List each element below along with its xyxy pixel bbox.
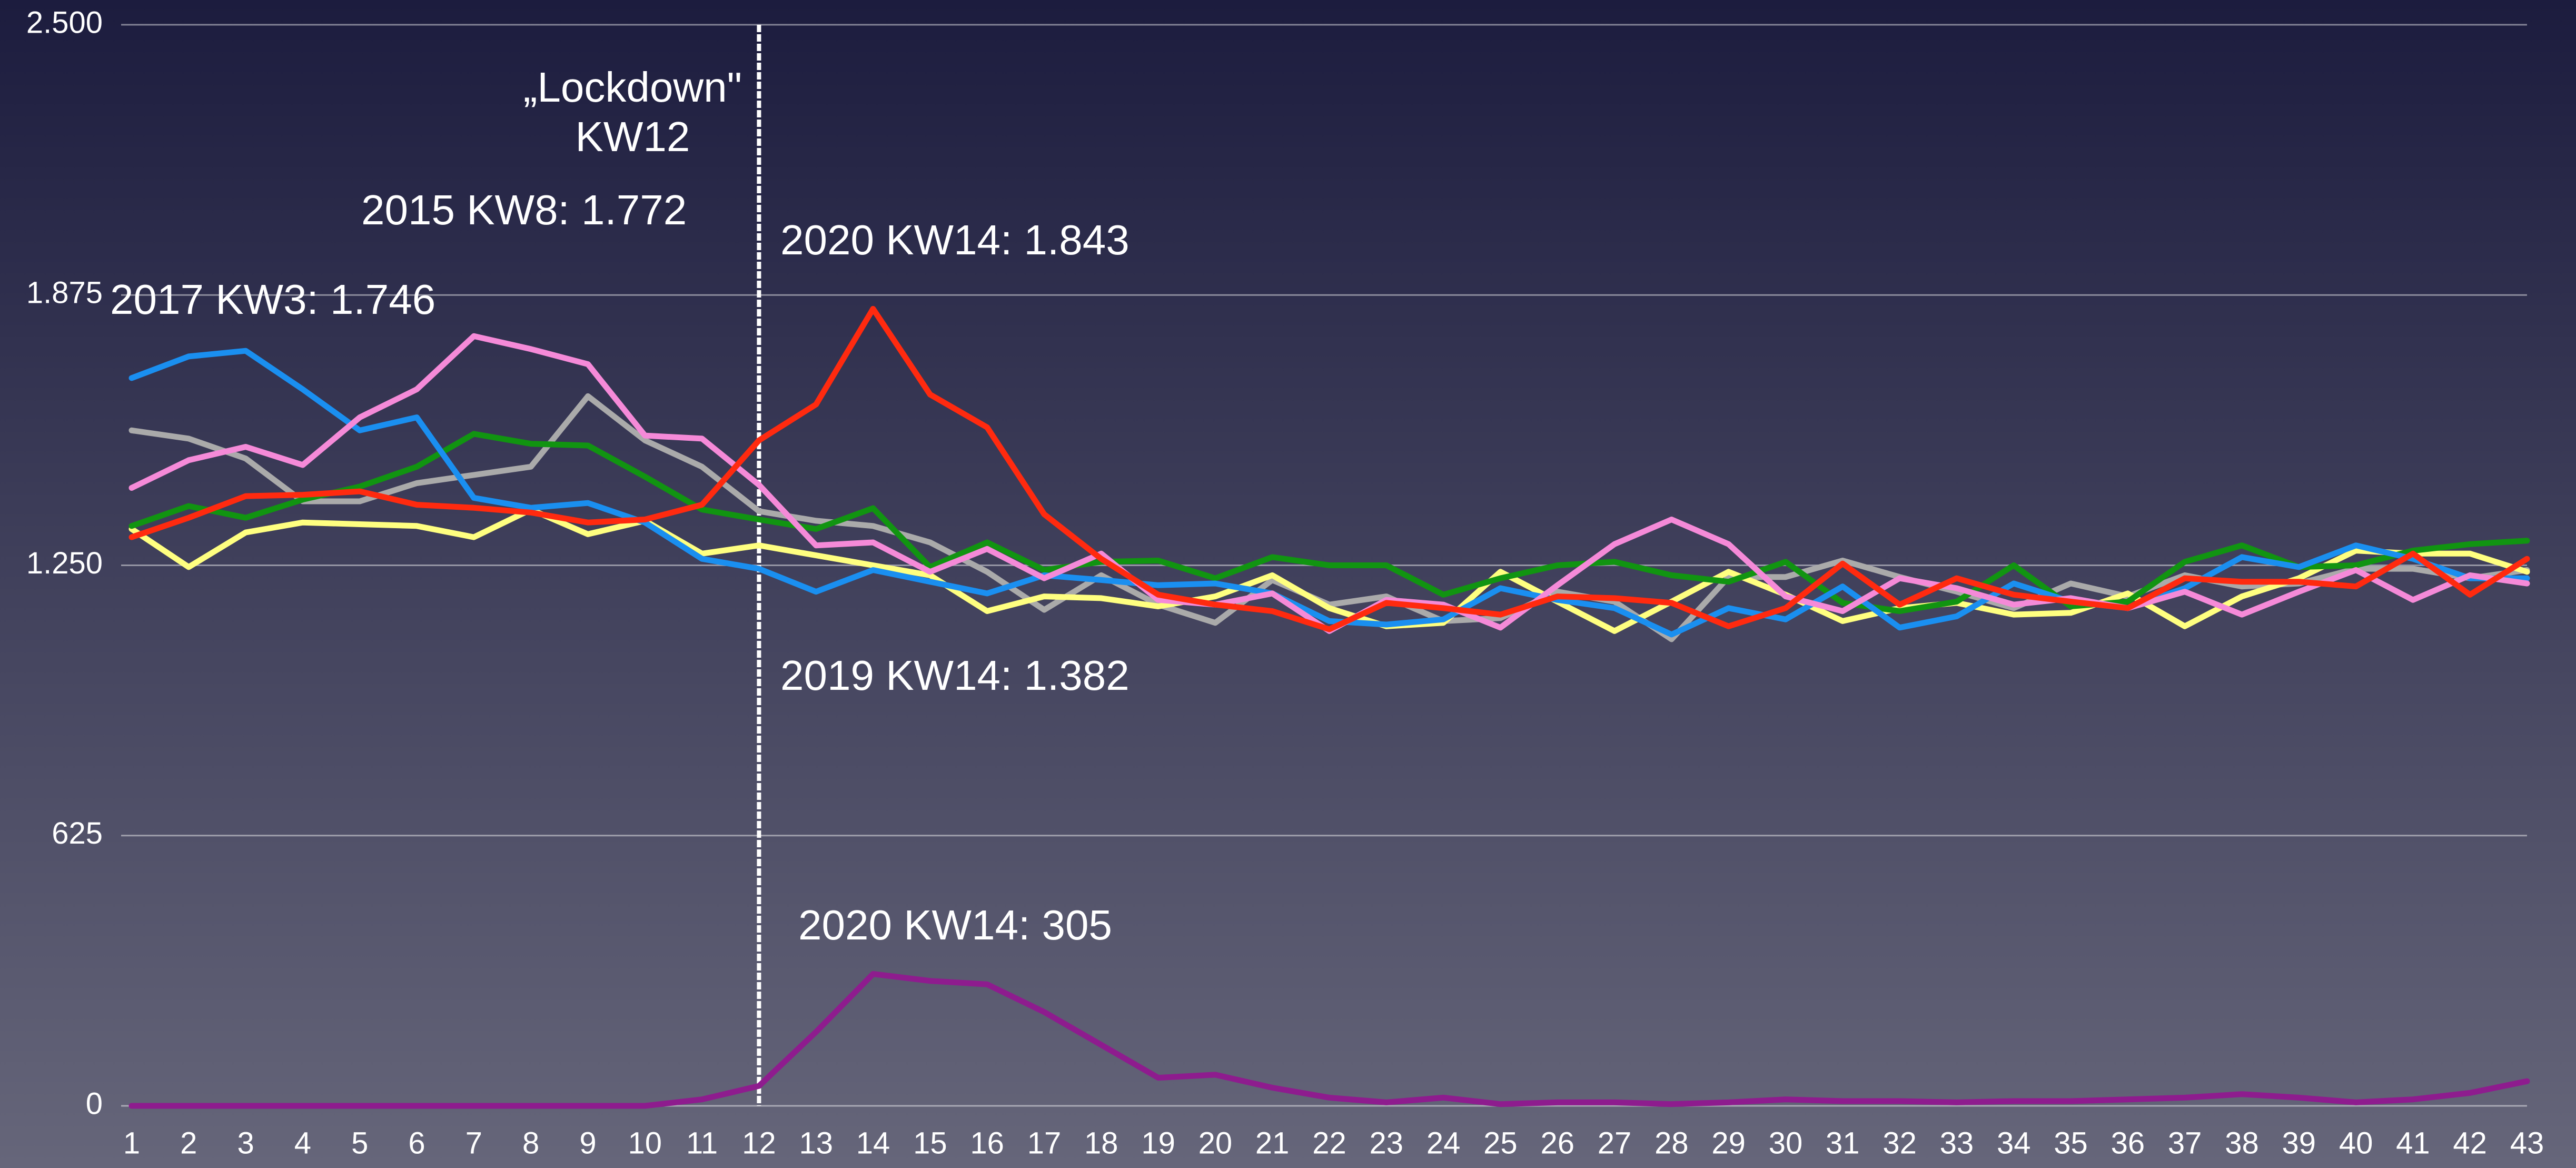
x-tick-label: 13 <box>799 1126 833 1160</box>
x-tick-label: 19 <box>1141 1126 1175 1160</box>
x-tick-label: 35 <box>2054 1126 2088 1160</box>
x-tick-label: 5 <box>351 1126 368 1160</box>
x-tick-label: 12 <box>742 1126 776 1160</box>
x-tick-label: 26 <box>1540 1126 1574 1160</box>
series-line <box>128 431 2530 614</box>
x-tick-label: 3 <box>237 1126 254 1160</box>
y-tick-label: 0 <box>86 1086 103 1121</box>
x-tick-label: 34 <box>1997 1126 2031 1160</box>
x-tick-label: 22 <box>1312 1126 1346 1160</box>
x-tick-label: 32 <box>1883 1126 1917 1160</box>
x-tick-label: 4 <box>294 1126 311 1160</box>
x-tick-label: 17 <box>1027 1126 1062 1160</box>
y-tick-label: 1.250 <box>26 546 103 580</box>
x-tick-label: 2 <box>180 1126 197 1160</box>
x-tick-label: 24 <box>1426 1126 1461 1160</box>
x-tick-label: 16 <box>970 1126 1004 1160</box>
x-tick-label: 30 <box>1769 1126 1803 1160</box>
x-tick-label: 23 <box>1370 1126 1404 1160</box>
x-tick-label: 41 <box>2396 1126 2430 1160</box>
x-tick-label: 6 <box>408 1126 425 1160</box>
x-tick-label: 11 <box>686 1126 718 1160</box>
lockdown-label: KW12 <box>575 113 690 160</box>
x-tick-label: 9 <box>579 1126 596 1160</box>
x-tick-label: 29 <box>1711 1126 1746 1160</box>
x-tick-label: 1 <box>123 1126 140 1160</box>
x-tick-label: 28 <box>1654 1126 1689 1160</box>
x-tick-label: 14 <box>856 1126 890 1160</box>
x-tick-label: 27 <box>1598 1126 1632 1160</box>
annotation: 2015 KW8: 1.772 <box>361 186 687 233</box>
y-tick-label: 625 <box>52 816 103 850</box>
x-tick-label: 8 <box>522 1126 539 1160</box>
x-tick-label: 25 <box>1483 1126 1518 1160</box>
lockdown-label: „Lockdown" <box>523 64 742 111</box>
x-tick-label: 7 <box>465 1126 482 1160</box>
annotation: 2020 KW14: 1.843 <box>780 216 1130 263</box>
annotation: 2019 KW14: 1.382 <box>780 652 1130 699</box>
annotation: 2020 KW14: 305 <box>798 902 1112 948</box>
x-tick-label: 43 <box>2510 1126 2544 1160</box>
series-line <box>128 306 2530 632</box>
x-tick-label: 21 <box>1255 1126 1290 1160</box>
series-line <box>128 971 2530 1109</box>
x-tick-label: 39 <box>2282 1126 2316 1160</box>
x-tick-label: 18 <box>1084 1126 1118 1160</box>
y-tick-label: 1.875 <box>26 276 103 310</box>
annotation: 2017 KW3: 1.746 <box>110 276 435 323</box>
y-tick-label: 2.500 <box>26 5 103 39</box>
x-tick-label: 10 <box>628 1126 662 1160</box>
x-tick-label: 38 <box>2225 1126 2259 1160</box>
x-tick-label: 15 <box>913 1126 947 1160</box>
x-tick-label: 40 <box>2339 1126 2373 1160</box>
x-tick-label: 42 <box>2453 1126 2487 1160</box>
x-tick-label: 33 <box>1940 1126 1974 1160</box>
x-tick-label: 36 <box>2111 1126 2145 1160</box>
x-tick-label: 20 <box>1198 1126 1233 1160</box>
x-tick-label: 31 <box>1826 1126 1860 1160</box>
x-tick-label: 37 <box>2168 1126 2202 1160</box>
